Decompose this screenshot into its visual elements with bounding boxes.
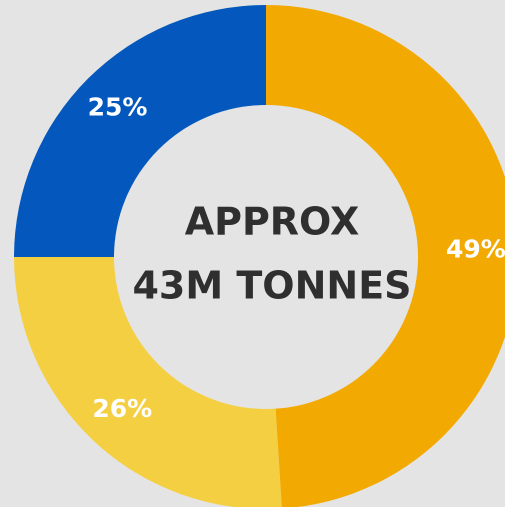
center-text-line-1: APPROX [185, 200, 360, 244]
slice-label-slice-25: 25% [88, 93, 148, 122]
labels-group: 49% 26% 25% [88, 93, 505, 424]
center-text-line-2: 43M TONNES [132, 264, 411, 308]
slice-label-slice-49: 49% [446, 234, 505, 263]
slice-label-slice-26: 26% [92, 394, 152, 423]
donut-hole [114, 105, 418, 409]
